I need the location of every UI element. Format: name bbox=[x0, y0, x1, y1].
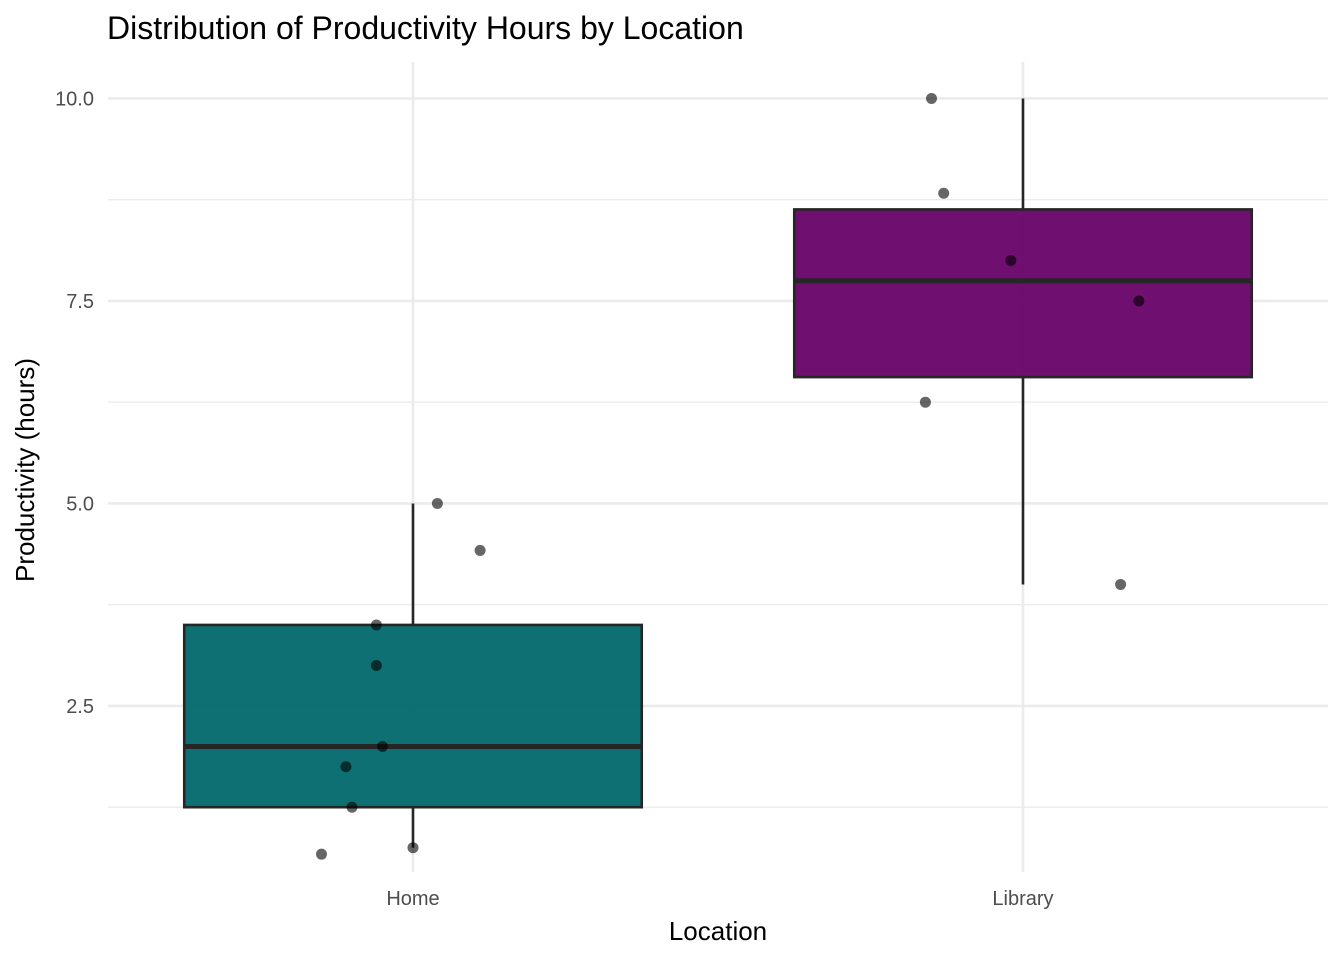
box-home bbox=[182, 623, 644, 809]
data-point-library bbox=[1005, 254, 1017, 266]
y-tick-label: 2.5 bbox=[66, 696, 94, 718]
data-point-home bbox=[377, 740, 388, 752]
data-point-library bbox=[1115, 578, 1127, 590]
chart-title: Distribution of Productivity Hours by Lo… bbox=[107, 10, 744, 46]
data-point-home bbox=[407, 842, 419, 854]
data-point-library bbox=[1133, 295, 1145, 307]
data-point-home bbox=[370, 619, 382, 631]
data-point-home bbox=[431, 497, 443, 509]
x-axis-title: Location bbox=[669, 916, 767, 946]
data-point-library bbox=[919, 396, 931, 408]
tick-layer: 2.5 5.0 7.5 10.0 Home Library bbox=[55, 88, 1054, 910]
data-point-library bbox=[926, 92, 937, 104]
data-point-library bbox=[938, 187, 950, 199]
point-layer bbox=[316, 92, 1145, 860]
y-axis-title: Productivity (hours) bbox=[10, 358, 40, 582]
data-point-home bbox=[316, 848, 327, 860]
x-tick-label: Library bbox=[992, 888, 1053, 910]
box-layer bbox=[182, 98, 1254, 848]
data-point-home bbox=[474, 544, 486, 556]
data-point-home bbox=[340, 761, 352, 773]
x-tick-label: Home bbox=[386, 888, 439, 910]
data-point-home bbox=[346, 801, 358, 813]
box-library bbox=[792, 208, 1254, 379]
y-tick-label: 10.0 bbox=[55, 88, 94, 110]
y-tick-label: 7.5 bbox=[66, 291, 94, 313]
data-point-home bbox=[370, 659, 382, 671]
y-tick-label: 5.0 bbox=[66, 493, 94, 515]
